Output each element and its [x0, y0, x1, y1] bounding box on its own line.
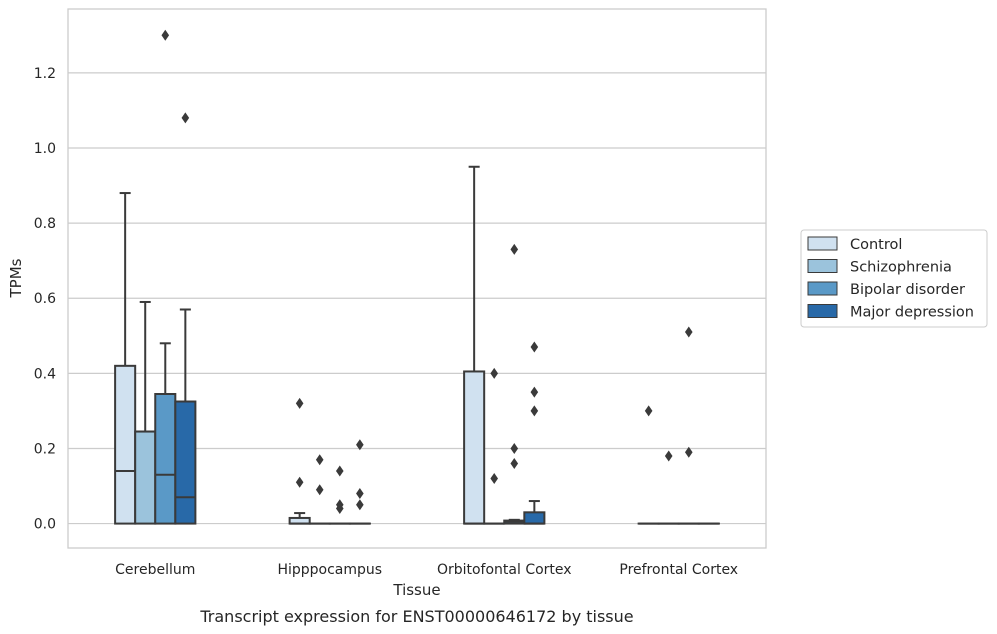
outlier-point: [356, 439, 364, 451]
outlier-point: [335, 465, 344, 477]
outlier-point: [356, 488, 364, 500]
y-tick-label: 0.4: [34, 366, 56, 382]
y-axis-label: TPMs: [7, 258, 25, 298]
outlier-point: [530, 341, 539, 353]
box-0-0: [114, 192, 137, 525]
outlier-point: [510, 442, 519, 454]
x-axis-label: Tissue: [392, 581, 440, 599]
y-axis-ticks: 0.0 0.2 0.4 0.6 0.8 1.0 1.2: [34, 66, 56, 533]
x-axis-ticks: Cerebellum Hipppocampus Orbitofontal Corte…: [115, 562, 738, 578]
outlier-point: [684, 326, 693, 338]
box-0-2: [154, 29, 177, 525]
x-tick-label: Orbitofontal Cortex: [437, 562, 572, 578]
legend-item: Control: [807, 236, 902, 253]
box-0-1: [134, 300, 157, 525]
box-3-2: [677, 326, 700, 525]
legend-swatch: [807, 236, 838, 251]
legend-item: Bipolar disorder: [807, 281, 965, 298]
box-3-0: [637, 405, 660, 525]
outlier-point: [644, 405, 653, 417]
box-body: [114, 364, 137, 525]
legend: Control Schizophrenia Bipolar disorder Majo…: [800, 229, 988, 328]
legend-label: Bipolar disorder: [850, 282, 965, 298]
box-body: [134, 430, 157, 525]
box-1-0: [288, 397, 311, 525]
legend-swatch: [807, 281, 838, 296]
box-2-3: [523, 341, 546, 525]
outlier-point: [490, 367, 499, 379]
box-0-3: [174, 112, 197, 525]
outlier-point: [530, 405, 539, 417]
outlier-point: [295, 397, 304, 409]
legend-item: Schizophrenia: [807, 259, 952, 276]
y-tick-label: 0.0: [34, 517, 56, 533]
y-tick-label: 1.0: [34, 141, 56, 157]
legend-item: Major depression: [807, 304, 974, 321]
legend-label: Schizophrenia: [850, 260, 952, 276]
box-1-2: [328, 465, 351, 525]
box-body: [154, 393, 177, 525]
box-2-1: [483, 367, 506, 525]
outlier-point: [315, 484, 324, 496]
box-1-1: [308, 454, 331, 525]
plot-area-frame: [67, 8, 767, 549]
outlier-point: [181, 112, 190, 124]
box-body: [523, 511, 546, 525]
outlier-point: [684, 446, 693, 458]
outlier-point: [335, 499, 344, 511]
outlier-point: [356, 499, 364, 511]
legend-frame: [800, 229, 988, 328]
outlier-point: [490, 473, 499, 485]
x-tick-label: Hipppocampus: [277, 562, 382, 578]
box-1-3: [348, 439, 371, 525]
y-tick-label: 0.8: [34, 216, 56, 232]
boxes: [114, 29, 720, 525]
box-3-1: [657, 450, 680, 525]
legend-label: Major depression: [850, 305, 974, 321]
outlier-point: [295, 476, 304, 488]
y-tick-label: 0.2: [34, 441, 56, 457]
outlier-point: [315, 454, 324, 466]
y-tick-label: 1.2: [34, 66, 56, 82]
outlier-point: [510, 243, 519, 255]
x-tick-label: Cerebellum: [115, 562, 195, 578]
outlier-point: [530, 386, 539, 398]
outlier-point: [510, 457, 519, 469]
box-body: [463, 370, 486, 525]
box-body: [174, 400, 197, 525]
box-2-0: [463, 165, 486, 525]
legend-label: Control: [850, 237, 902, 253]
box-2-2: [503, 243, 526, 525]
outlier-point: [664, 450, 673, 462]
x-tick-label: Prefrontal Cortex: [619, 562, 738, 578]
legend-swatch: [807, 259, 838, 273]
y-tick-label: 0.6: [34, 291, 56, 307]
chart-caption: Transcript expression for ENST0000064617…: [199, 607, 633, 626]
legend-swatch: [807, 304, 838, 318]
outlier-point: [161, 29, 170, 41]
